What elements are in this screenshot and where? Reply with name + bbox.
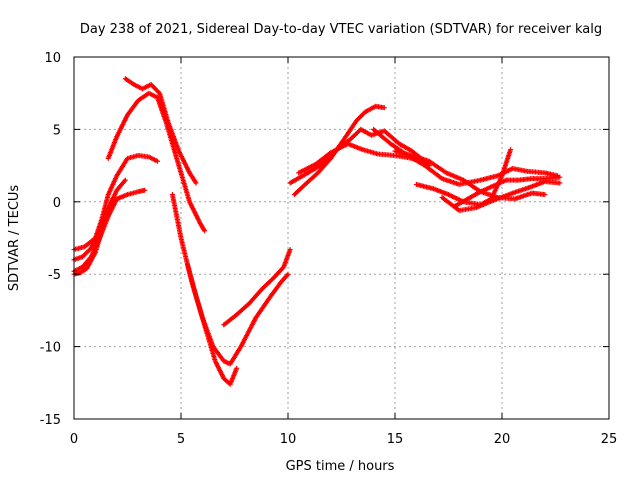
- x-tick-label: 0: [70, 432, 78, 447]
- series-track-n: [392, 148, 548, 202]
- y-axis-title: SDTVAR / TECUs: [7, 185, 22, 292]
- data-points: [71, 76, 563, 387]
- series-track-a: [71, 152, 160, 253]
- x-tick-label: 5: [177, 432, 185, 447]
- x-tick-label: 15: [387, 432, 404, 447]
- data-point: [142, 187, 148, 193]
- series-track-i: [221, 247, 293, 328]
- chart-title: Day 238 of 2021, Sidereal Day-to-day VTE…: [80, 22, 602, 37]
- data-point: [234, 365, 240, 371]
- y-tick-label: -5: [48, 268, 61, 283]
- data-point: [557, 180, 563, 186]
- data-point: [110, 196, 116, 202]
- data-point: [154, 158, 160, 164]
- y-tick-label: 10: [44, 51, 61, 66]
- plot-frame: [73, 56, 610, 420]
- data-point: [202, 228, 208, 234]
- data-point: [193, 180, 199, 186]
- data-point: [381, 105, 387, 111]
- grid: [74, 57, 609, 419]
- data-point: [284, 272, 290, 278]
- data-point: [542, 192, 548, 198]
- x-tick-label: 20: [494, 432, 511, 447]
- data-point: [557, 174, 563, 180]
- x-axis-title: GPS time / hours: [286, 459, 395, 474]
- axis-ticks: 0 5 10 15 20 25 -15 -10 -5 0 5 10: [40, 51, 618, 447]
- y-tick-label: 0: [53, 196, 61, 211]
- data-point: [122, 177, 128, 183]
- series-track-d: [71, 196, 116, 277]
- y-tick-label: 5: [53, 123, 61, 138]
- x-tick-label: 10: [280, 432, 297, 447]
- series-track-f: [122, 76, 199, 186]
- series-track-k: [291, 103, 387, 198]
- data-point: [287, 247, 293, 253]
- series-track-h: [184, 261, 240, 387]
- series-track-q: [452, 174, 563, 209]
- y-tick-label: -15: [40, 413, 61, 428]
- y-tick-label: -10: [40, 341, 61, 356]
- x-tick-label: 25: [601, 432, 618, 447]
- series-track-b: [71, 187, 148, 274]
- data-point: [285, 271, 291, 277]
- data-point: [508, 147, 514, 153]
